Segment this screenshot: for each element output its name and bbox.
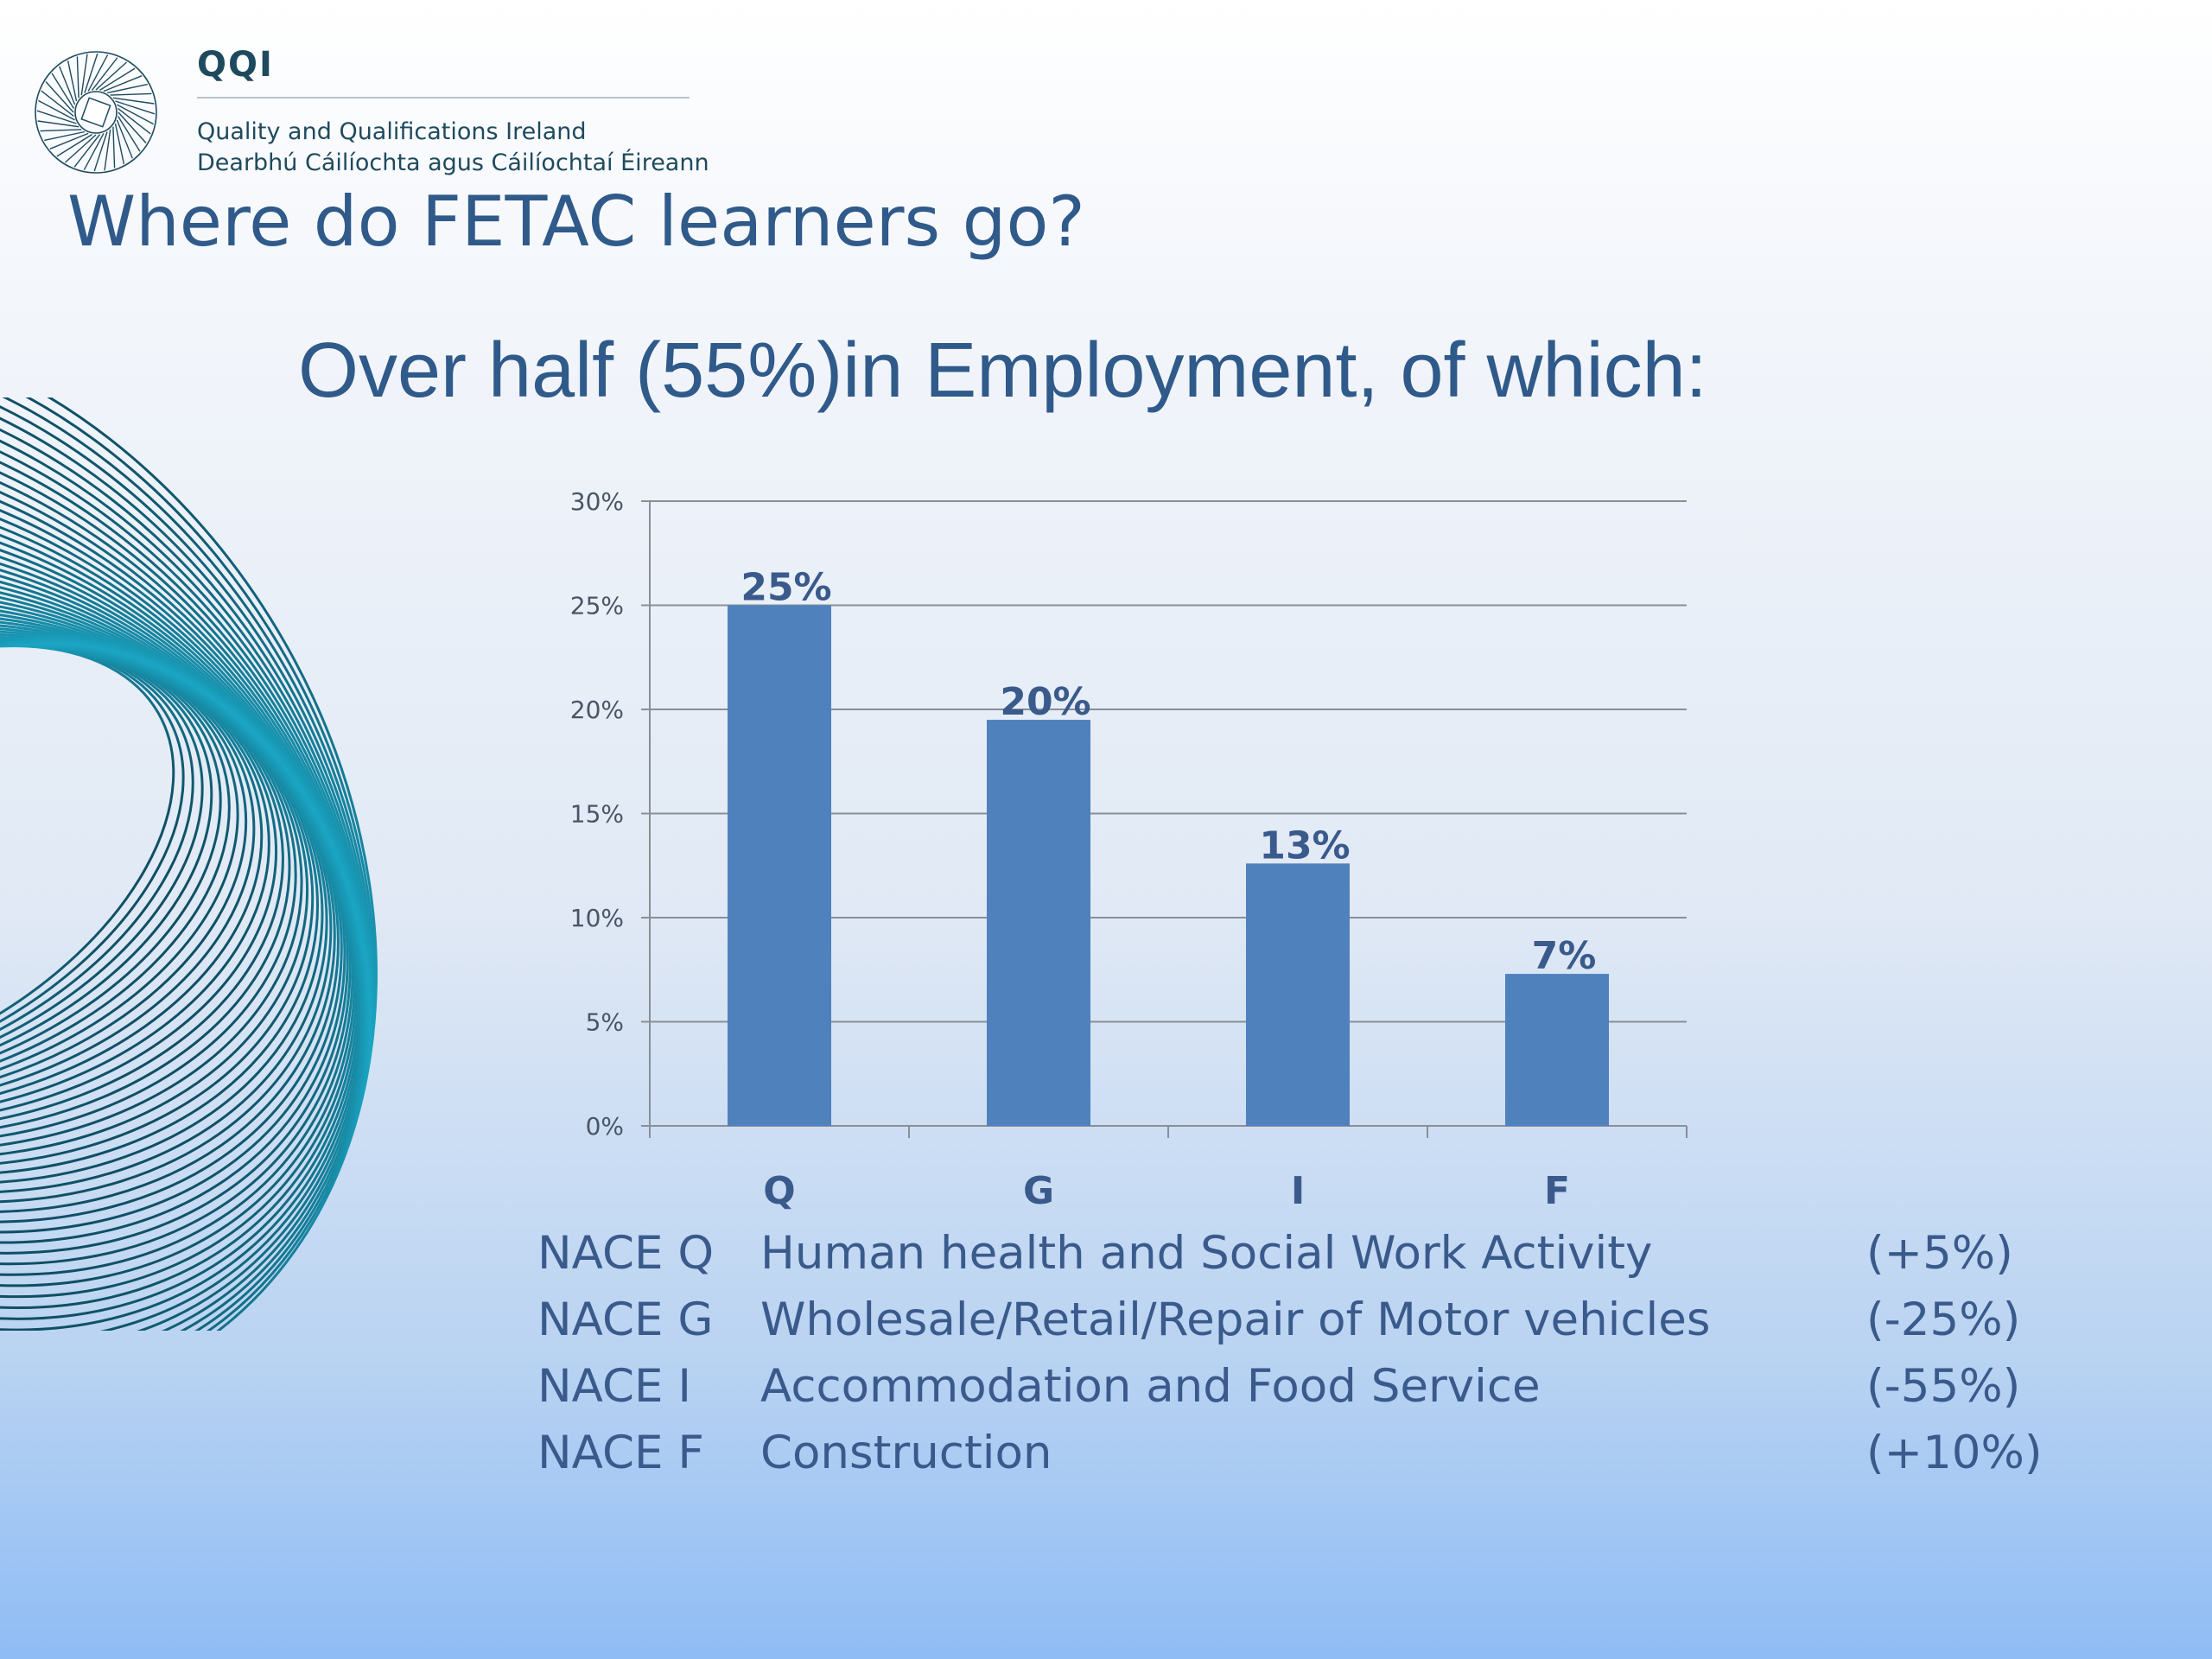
y-tick-label: 25% bbox=[570, 592, 624, 620]
data-label: 7% bbox=[1532, 934, 1597, 978]
legend-code: NACE F bbox=[537, 1427, 704, 1479]
legend-row: NACE F Construction (+10%) bbox=[537, 1427, 2093, 1493]
y-tick-label: 30% bbox=[570, 487, 624, 516]
y-tick-label: 20% bbox=[570, 696, 624, 724]
nace-legend: NACE Q Human health and Social Work Acti… bbox=[537, 1227, 2093, 1493]
brand-divider bbox=[197, 97, 690, 99]
legend-change: (+5%) bbox=[1866, 1227, 2013, 1280]
data-label: 13% bbox=[1259, 823, 1350, 868]
brand-tagline-english: Quality and Qualifications Ireland bbox=[197, 118, 587, 145]
qqi-logo bbox=[35, 51, 157, 174]
legend-code: NACE I bbox=[537, 1360, 691, 1413]
legend-description: Wholesale/Retail/Repair of Motor vehicle… bbox=[760, 1294, 1711, 1346]
legend-row: NACE I Accommodation and Food Service (-… bbox=[537, 1360, 2093, 1427]
category-label: F bbox=[1544, 1169, 1570, 1213]
bar-i bbox=[1246, 863, 1350, 1126]
y-tick-label: 0% bbox=[586, 1112, 624, 1141]
legend-row: NACE G Wholesale/Retail/Repair of Motor … bbox=[537, 1294, 2093, 1360]
legend-code: NACE G bbox=[537, 1294, 714, 1346]
y-tick-label: 15% bbox=[570, 800, 624, 829]
legend-description: Construction bbox=[760, 1427, 1052, 1479]
category-label: G bbox=[1023, 1169, 1054, 1213]
slide-subtitle: Over half (55%)in Employment, of which: bbox=[298, 327, 1707, 414]
brand-tagline-irish: Dearbhú Cáilíochta agus Cáilíochtaí Éire… bbox=[197, 149, 709, 176]
y-tick-label: 5% bbox=[586, 1008, 624, 1037]
brand-name: QQI bbox=[197, 45, 274, 85]
category-label: Q bbox=[763, 1169, 795, 1213]
category-label: I bbox=[1291, 1169, 1305, 1213]
legend-change: (+10%) bbox=[1866, 1427, 2043, 1479]
legend-row: NACE Q Human health and Social Work Acti… bbox=[537, 1227, 2093, 1294]
bar-g bbox=[987, 720, 1090, 1126]
legend-change: (-25%) bbox=[1866, 1294, 2021, 1346]
legend-code: NACE Q bbox=[537, 1227, 715, 1280]
data-label: 20% bbox=[1000, 680, 1090, 724]
bar-q bbox=[728, 605, 831, 1126]
legend-change: (-55%) bbox=[1866, 1360, 2021, 1413]
y-tick-label: 10% bbox=[570, 904, 624, 932]
data-label: 25% bbox=[741, 566, 831, 610]
bar-f bbox=[1505, 974, 1609, 1126]
decorative-swirl bbox=[0, 397, 378, 1331]
legend-description: Accommodation and Food Service bbox=[760, 1360, 1541, 1413]
slide-title: Where do FETAC learners go? bbox=[67, 181, 1085, 262]
legend-description: Human health and Social Work Activity bbox=[760, 1227, 1653, 1280]
